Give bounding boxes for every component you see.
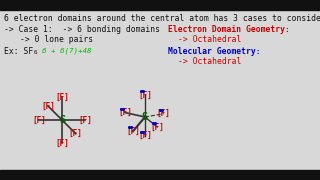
Text: [F]: [F] [138, 91, 152, 100]
Text: [F]: [F] [126, 127, 140, 136]
Text: -> Case 1:  -> 6 bonding domains: -> Case 1: -> 6 bonding domains [4, 25, 160, 34]
Text: [F]: [F] [118, 108, 132, 117]
Text: Molecular Geometry:: Molecular Geometry: [168, 47, 260, 56]
Text: 6: 6 [34, 50, 38, 55]
Text: 6 electron domains around the central atom has 3 cases to consider:: 6 electron domains around the central at… [4, 14, 320, 23]
Text: -> 0 lone pairs: -> 0 lone pairs [20, 35, 93, 44]
Text: [F]: [F] [69, 129, 83, 138]
Text: [F]: [F] [157, 109, 171, 118]
Text: [F]: [F] [32, 116, 46, 125]
Text: S: S [59, 115, 65, 125]
Text: [F]: [F] [55, 138, 69, 147]
Text: -> Octahedral: -> Octahedral [178, 35, 241, 44]
Bar [0, 170, 320, 180]
Text: [F]: [F] [41, 102, 55, 111]
Text: [F]: [F] [150, 122, 164, 131]
Text: [F]: [F] [138, 131, 152, 140]
Text: 6 + 6(7)+48: 6 + 6(7)+48 [42, 47, 92, 53]
Text: Electron Domain Geometry:: Electron Domain Geometry: [168, 25, 290, 34]
Text: [F]: [F] [78, 116, 92, 125]
Text: S: S [142, 112, 148, 122]
Bar [0, 0, 320, 10]
Text: [F]: [F] [55, 93, 69, 102]
Text: -> Octahedral: -> Octahedral [178, 57, 241, 66]
Text: Ex: SF: Ex: SF [4, 47, 33, 56]
